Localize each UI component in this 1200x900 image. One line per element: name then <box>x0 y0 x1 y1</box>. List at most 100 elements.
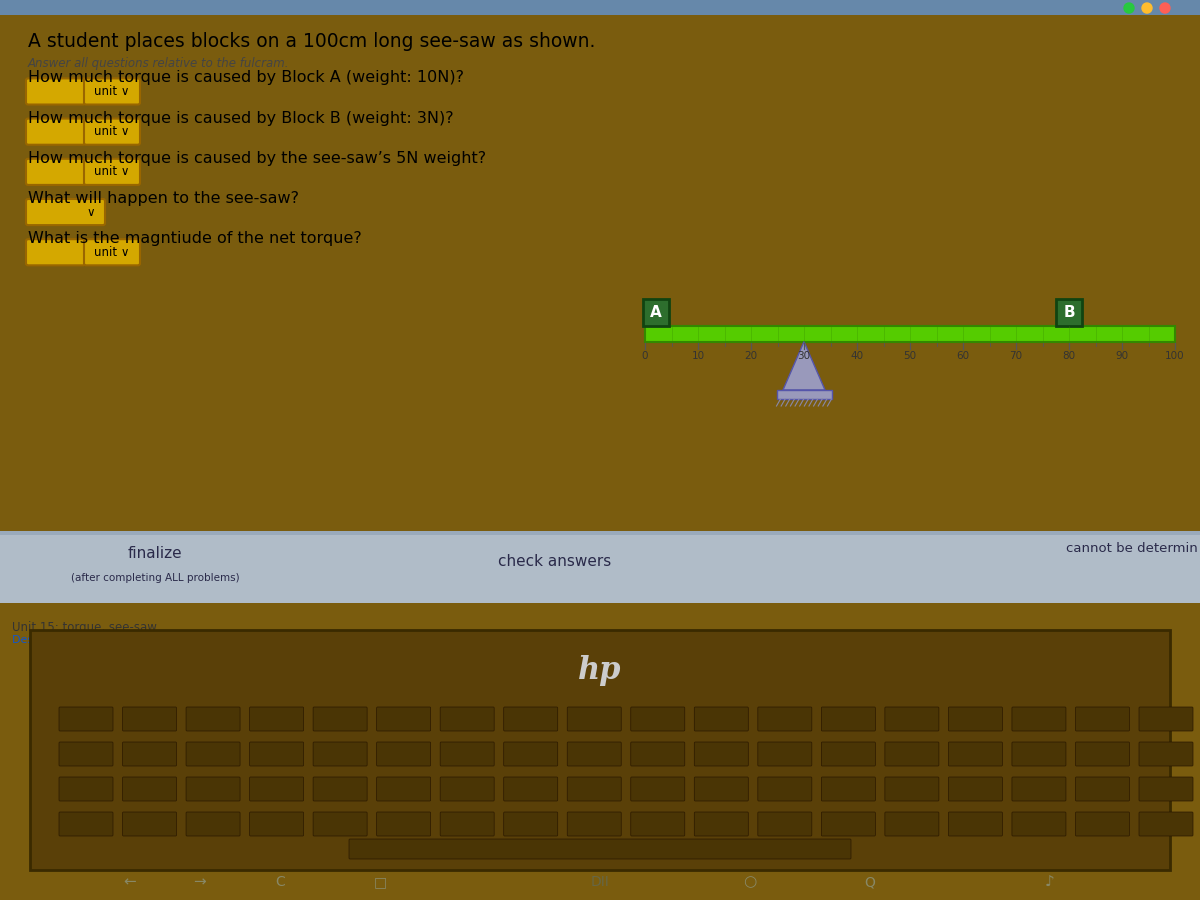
FancyBboxPatch shape <box>59 742 113 766</box>
FancyBboxPatch shape <box>1012 777 1066 801</box>
FancyBboxPatch shape <box>377 707 431 731</box>
FancyBboxPatch shape <box>26 78 85 104</box>
FancyBboxPatch shape <box>643 300 670 326</box>
Polygon shape <box>784 342 826 390</box>
Text: DII: DII <box>590 875 610 889</box>
Text: 60: 60 <box>956 351 970 361</box>
Bar <box>646 326 1175 342</box>
FancyBboxPatch shape <box>250 742 304 766</box>
FancyBboxPatch shape <box>26 119 85 145</box>
FancyBboxPatch shape <box>1075 742 1129 766</box>
FancyBboxPatch shape <box>1075 812 1129 836</box>
FancyBboxPatch shape <box>884 742 938 766</box>
Text: C: C <box>275 875 284 889</box>
FancyBboxPatch shape <box>59 812 113 836</box>
Text: unit ∨: unit ∨ <box>95 246 130 259</box>
FancyBboxPatch shape <box>349 839 851 859</box>
FancyBboxPatch shape <box>948 707 1002 731</box>
FancyBboxPatch shape <box>1056 300 1082 326</box>
FancyBboxPatch shape <box>59 707 113 731</box>
FancyBboxPatch shape <box>313 777 367 801</box>
FancyBboxPatch shape <box>821 742 875 766</box>
Text: How much torque is caused by Block B (weight: 3N)?: How much torque is caused by Block B (we… <box>28 111 454 125</box>
Bar <box>0 531 1200 603</box>
Text: ○: ○ <box>743 875 757 889</box>
FancyBboxPatch shape <box>250 812 304 836</box>
FancyBboxPatch shape <box>504 707 558 731</box>
Circle shape <box>1142 3 1152 14</box>
Text: What will happen to the see-saw?: What will happen to the see-saw? <box>28 191 299 206</box>
Text: unit ∨: unit ∨ <box>95 125 130 139</box>
FancyBboxPatch shape <box>26 199 106 225</box>
FancyBboxPatch shape <box>186 742 240 766</box>
FancyBboxPatch shape <box>122 742 176 766</box>
Text: 100: 100 <box>1165 351 1184 361</box>
FancyBboxPatch shape <box>821 812 875 836</box>
Text: 80: 80 <box>1062 351 1075 361</box>
Text: 90: 90 <box>1116 351 1128 361</box>
FancyBboxPatch shape <box>122 777 176 801</box>
FancyBboxPatch shape <box>568 742 622 766</box>
Text: 70: 70 <box>1009 351 1022 361</box>
Circle shape <box>1160 3 1170 14</box>
FancyBboxPatch shape <box>695 812 749 836</box>
FancyBboxPatch shape <box>631 707 685 731</box>
Text: check answers: check answers <box>498 554 612 570</box>
FancyBboxPatch shape <box>695 777 749 801</box>
Text: finalize: finalize <box>127 546 182 562</box>
Bar <box>776 390 832 399</box>
FancyBboxPatch shape <box>1139 742 1193 766</box>
FancyBboxPatch shape <box>504 742 558 766</box>
FancyBboxPatch shape <box>313 812 367 836</box>
FancyBboxPatch shape <box>84 119 140 145</box>
Text: 30: 30 <box>798 351 810 361</box>
FancyBboxPatch shape <box>884 812 938 836</box>
Text: ♪: ♪ <box>1045 875 1055 889</box>
Circle shape <box>1124 3 1134 14</box>
Text: 40: 40 <box>851 351 864 361</box>
FancyBboxPatch shape <box>313 742 367 766</box>
FancyBboxPatch shape <box>1012 707 1066 731</box>
FancyBboxPatch shape <box>59 777 113 801</box>
FancyBboxPatch shape <box>1012 742 1066 766</box>
Text: ←: ← <box>124 875 137 889</box>
FancyBboxPatch shape <box>186 707 240 731</box>
Text: 50: 50 <box>904 351 917 361</box>
FancyBboxPatch shape <box>568 812 622 836</box>
FancyBboxPatch shape <box>1139 777 1193 801</box>
Text: ∨: ∨ <box>86 205 95 219</box>
FancyBboxPatch shape <box>84 78 140 104</box>
FancyBboxPatch shape <box>377 742 431 766</box>
FancyBboxPatch shape <box>695 707 749 731</box>
Text: unit ∨: unit ∨ <box>95 85 130 98</box>
FancyBboxPatch shape <box>440 812 494 836</box>
FancyBboxPatch shape <box>568 707 622 731</box>
FancyBboxPatch shape <box>440 742 494 766</box>
FancyBboxPatch shape <box>377 812 431 836</box>
FancyBboxPatch shape <box>821 777 875 801</box>
FancyBboxPatch shape <box>948 812 1002 836</box>
FancyBboxPatch shape <box>122 707 176 731</box>
FancyBboxPatch shape <box>1012 812 1066 836</box>
FancyBboxPatch shape <box>377 777 431 801</box>
FancyBboxPatch shape <box>948 742 1002 766</box>
Text: unit ∨: unit ∨ <box>95 166 130 178</box>
Text: Unit 15: torque, see-saw: Unit 15: torque, see-saw <box>12 621 157 634</box>
Bar <box>0 531 1200 535</box>
FancyBboxPatch shape <box>758 777 812 801</box>
FancyBboxPatch shape <box>1139 812 1193 836</box>
Text: 20: 20 <box>744 351 757 361</box>
Text: A student places blocks on a 100cm long see-saw as shown.: A student places blocks on a 100cm long … <box>28 32 595 51</box>
FancyBboxPatch shape <box>84 158 140 184</box>
Text: cannot be determin: cannot be determin <box>1067 542 1198 555</box>
FancyBboxPatch shape <box>695 742 749 766</box>
FancyBboxPatch shape <box>1075 777 1129 801</box>
Text: 10: 10 <box>691 351 704 361</box>
Bar <box>0 0 1200 15</box>
Text: Answer all questions relative to the fulcram.: Answer all questions relative to the ful… <box>28 58 289 70</box>
Text: (after completing ALL problems): (after completing ALL problems) <box>71 572 239 582</box>
FancyBboxPatch shape <box>631 812 685 836</box>
FancyBboxPatch shape <box>758 742 812 766</box>
Bar <box>30 630 1170 870</box>
Text: How much torque is caused by the see-saw’s 5N weight?: How much torque is caused by the see-saw… <box>28 150 486 166</box>
